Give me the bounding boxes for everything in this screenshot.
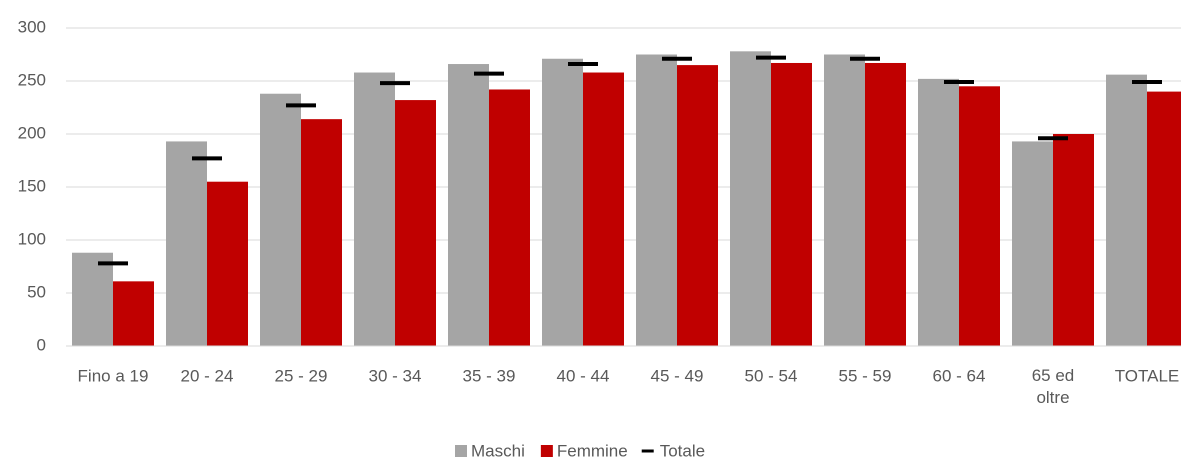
bar <box>677 65 718 346</box>
bar <box>72 252 113 346</box>
bar <box>1053 134 1094 346</box>
bar <box>207 181 248 346</box>
y-tick-label: 0 <box>37 335 46 354</box>
bar <box>959 86 1000 347</box>
legend-label: Maschi <box>471 441 525 460</box>
legend-label: Femmine <box>557 441 628 460</box>
bar <box>583 72 624 347</box>
x-tick-label: TOTALE <box>1115 366 1180 385</box>
bar <box>636 54 677 346</box>
x-tick-label: 60 - 64 <box>933 366 986 385</box>
x-tick-label: Fino a 19 <box>78 366 149 385</box>
x-tick-label: 45 - 49 <box>651 366 704 385</box>
bar <box>354 72 395 347</box>
bar <box>448 64 489 346</box>
legend-marker <box>540 445 553 457</box>
x-tick-label: 65 ed oltre <box>1032 366 1075 407</box>
bar <box>113 281 154 346</box>
bar <box>865 62 906 346</box>
bar <box>301 119 342 346</box>
x-tick-label: 20 - 24 <box>181 366 234 385</box>
x-tick-label: 35 - 39 <box>463 366 516 385</box>
y-tick-label: 100 <box>18 229 46 248</box>
bar <box>771 62 812 346</box>
x-tick-label: 25 - 29 <box>275 366 328 385</box>
y-tick-label: 50 <box>27 282 46 301</box>
x-tick-label: 30 - 34 <box>369 366 422 385</box>
bar <box>1147 91 1181 346</box>
bar <box>1106 74 1147 346</box>
y-tick-label: 200 <box>18 123 46 142</box>
y-tick-label: 150 <box>18 176 46 195</box>
x-tick-label: 55 - 59 <box>839 366 892 385</box>
bar <box>824 54 865 346</box>
bar <box>918 78 959 346</box>
bar <box>489 89 530 346</box>
x-tick-label: 40 - 44 <box>557 366 610 385</box>
bar <box>395 100 436 346</box>
bar <box>542 58 583 347</box>
bar <box>166 141 207 346</box>
bar <box>1012 141 1053 346</box>
y-tick-label: 250 <box>18 70 46 89</box>
x-tick-label: 50 - 54 <box>745 366 798 385</box>
bar <box>730 51 771 346</box>
bar <box>260 93 301 346</box>
legend-marker <box>455 445 467 457</box>
legend-label: Totale <box>660 441 705 460</box>
y-tick-label: 300 <box>18 17 46 36</box>
